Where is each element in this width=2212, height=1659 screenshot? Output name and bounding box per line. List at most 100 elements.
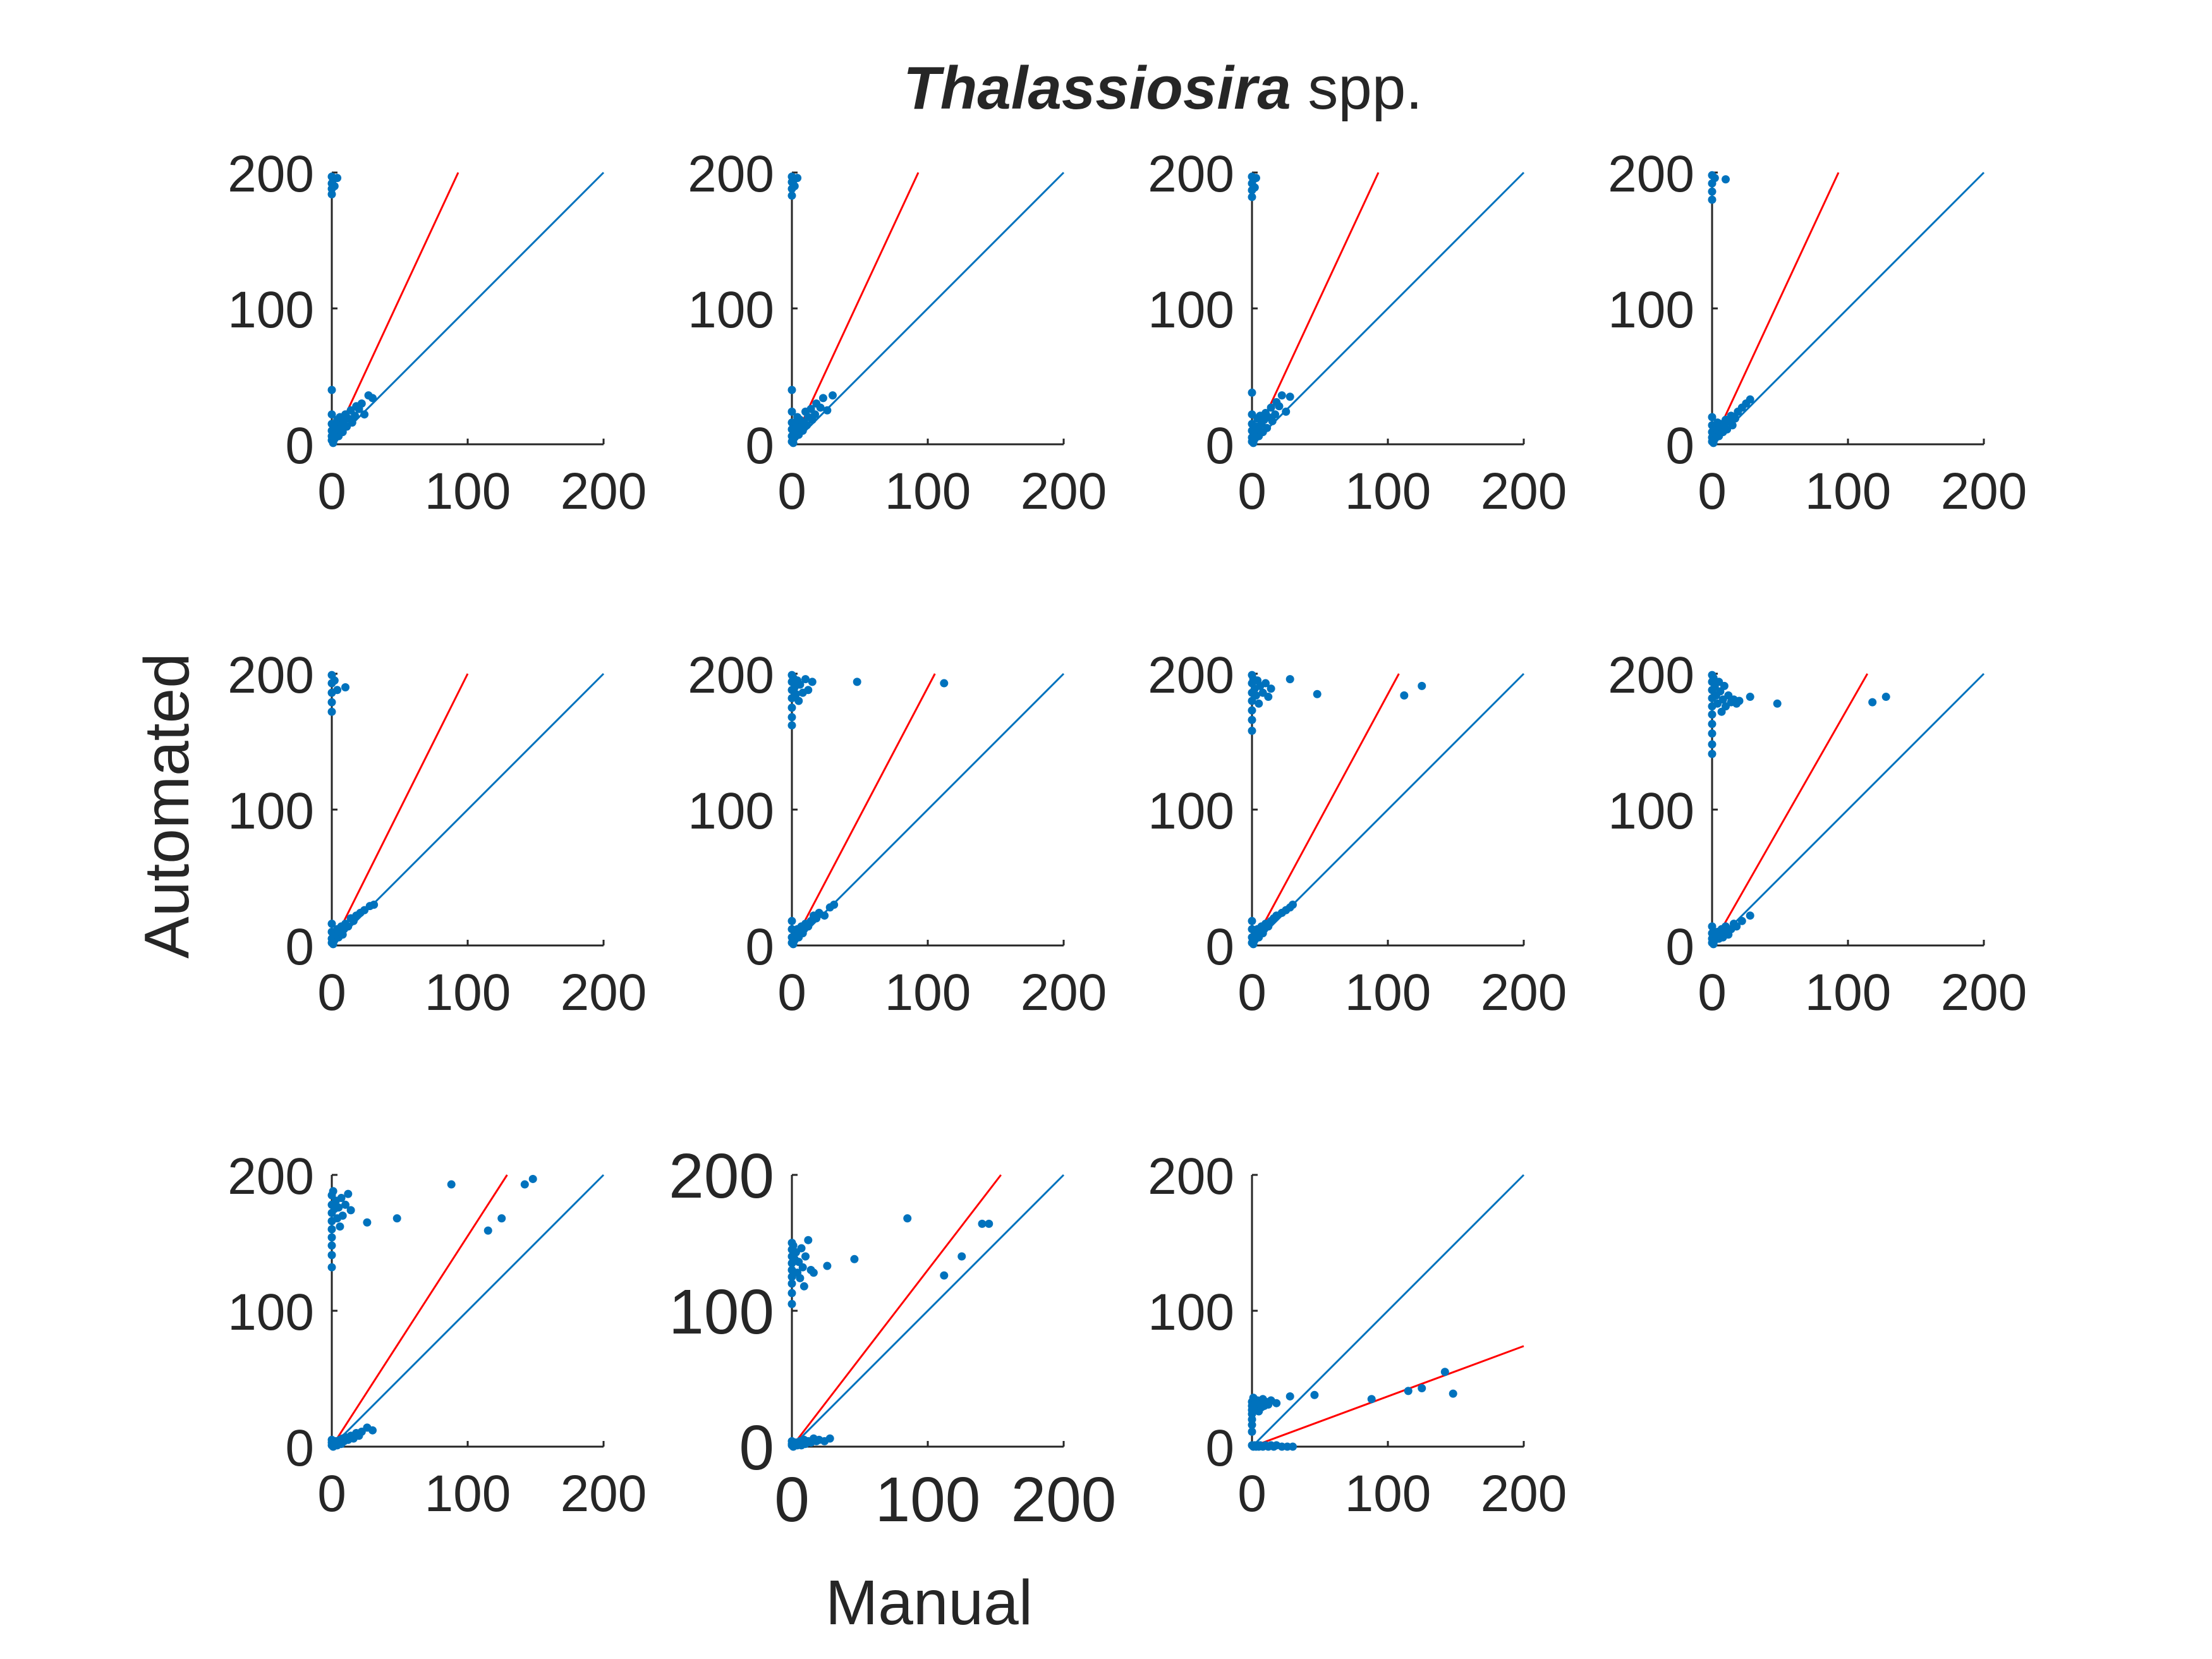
y-tick-label: 100 [1148,1284,1234,1341]
x-tick-label: 100 [885,463,971,520]
y-tick-label: 100 [1608,281,1694,339]
data-point [809,1268,818,1277]
data-point [1708,922,1717,931]
y-tick-label: 0 [1665,918,1694,976]
scatter-panel-7: 0 100 200 0 100 200 [1148,647,1567,1021]
data-point [1310,1390,1319,1399]
data-point [1285,1392,1294,1401]
data-point [1881,693,1890,702]
data-point [1250,183,1259,192]
data-point [1248,1421,1256,1430]
x-tick-label: 0 [317,1465,346,1522]
data-point [797,1244,806,1253]
identity-line [791,1174,1065,1448]
data-point [825,1434,834,1443]
data-point [791,690,800,698]
y-tick-label: 200 [1148,145,1234,203]
y-tick-label: 100 [1148,782,1234,840]
data-point [348,418,356,427]
data-point [370,901,379,909]
y-tick-label: 100 [669,1277,774,1347]
data-point [327,1225,336,1234]
data-point [787,1289,796,1297]
data-point [337,1194,346,1203]
data-point [1285,675,1294,684]
x-tick-label: 100 [1345,1465,1431,1522]
data-point [327,1263,336,1272]
data-point [1720,681,1729,690]
data-point [830,901,839,909]
x-axis-label: Manual [825,1567,1033,1638]
data-point [1251,691,1260,700]
data-point [796,680,805,689]
data-point [483,1226,492,1235]
data-point [793,174,802,183]
data-point [1404,1387,1413,1395]
data-point [1400,691,1409,700]
y-tick-label: 200 [688,647,774,704]
identity-line [1711,171,1985,446]
data-point [804,1236,813,1244]
x-tick-label: 0 [777,463,806,520]
data-point [368,1426,377,1435]
y-tick-label: 100 [688,782,774,840]
data-point [1248,706,1256,715]
y-tick-label: 200 [688,145,774,203]
data-point [327,410,336,419]
data-point [1732,922,1741,931]
y-tick-label: 0 [745,417,774,475]
data-point [344,1189,353,1198]
y-tick-label: 100 [1608,782,1694,840]
x-tick-label: 0 [1698,964,1727,1021]
data-point [1708,740,1717,749]
data-point [853,678,861,686]
data-point [363,1218,372,1227]
data-point [816,403,825,412]
data-point [1248,726,1256,735]
y-tick-label: 100 [1148,281,1234,339]
x-tick-label: 100 [425,1465,511,1522]
data-point [940,1271,949,1280]
data-point [850,1255,859,1263]
x-tick-label: 100 [425,463,511,520]
y-tick-label: 200 [669,1141,774,1212]
data-point [1708,729,1717,738]
x-tick-label: 0 [317,964,346,1021]
scatter-panel-5: 0 100 200 0 100 200 [228,647,647,1021]
data-point [1773,699,1782,708]
data-point [528,1174,537,1183]
data-point [1418,681,1426,690]
scatter-panel-3: 0 100 200 0 100 200 [1148,145,1567,520]
identity-line [331,1174,605,1448]
scatter-panel-4: 0 100 200 0 100 200 [1608,145,2027,520]
data-point [341,683,349,691]
identity-line [1251,672,1525,947]
data-point [1710,174,1719,183]
data-point [787,407,796,416]
data-point [334,1203,343,1212]
data-point [329,1187,337,1196]
data-point [1449,1389,1457,1398]
data-point [1731,414,1740,423]
data-point [338,1212,347,1220]
data-point [787,721,796,730]
x-tick-label: 200 [1011,1464,1117,1535]
data-point [1282,407,1291,416]
x-tick-label: 0 [777,964,806,1021]
x-tick-label: 0 [1237,964,1267,1021]
figure-title: Thalassiosira spp. [903,54,1423,122]
x-tick-label: 200 [1021,463,1107,520]
data-point [327,698,336,707]
data-point [1255,699,1263,708]
data-point [497,1214,506,1223]
data-point [392,1214,401,1223]
data-point [1746,693,1754,702]
data-point [820,911,829,920]
y-tick-label: 0 [285,918,314,976]
data-point [790,182,799,190]
data-point [368,394,377,403]
x-tick-label: 0 [1237,463,1267,520]
fit-line [331,172,459,445]
data-point [351,411,360,420]
y-tick-label: 200 [1608,145,1694,203]
